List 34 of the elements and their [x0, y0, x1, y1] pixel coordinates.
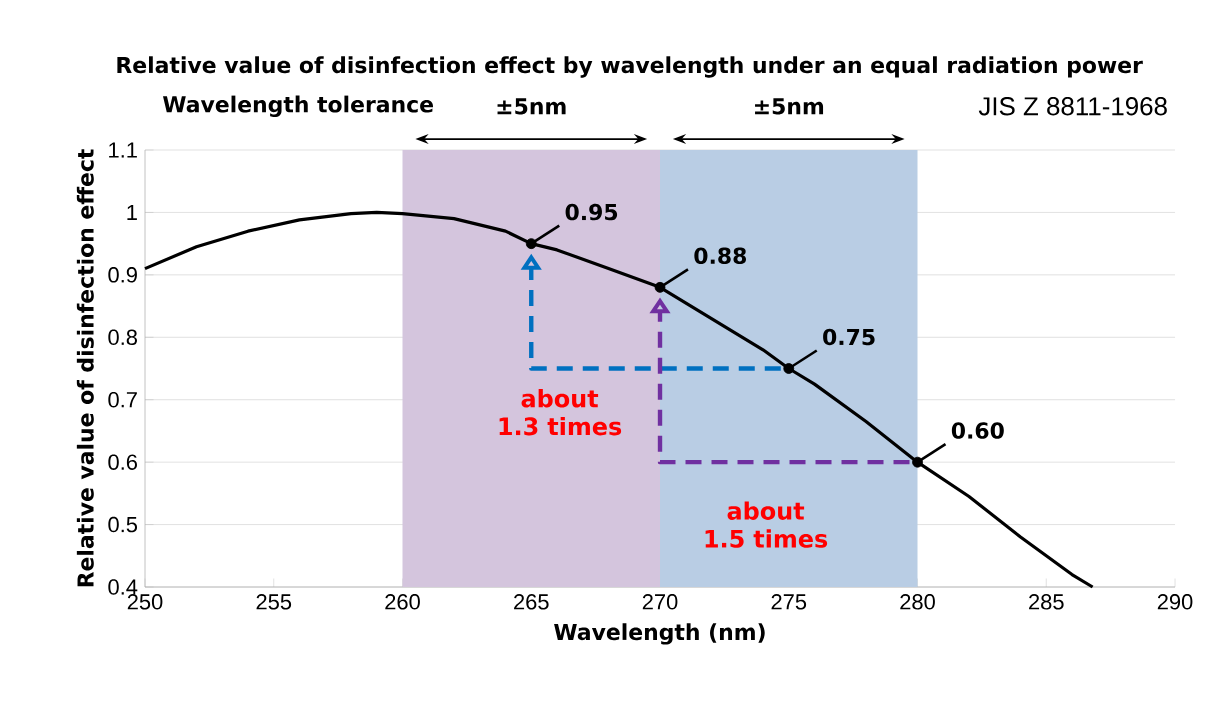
x-tick-label: 250: [127, 594, 163, 610]
point: [525, 238, 537, 250]
x-tick-label: 285: [1029, 594, 1064, 610]
annotation: about 1.3 times: [499, 389, 622, 436]
y-tick-label: 0.5: [108, 516, 138, 533]
y-tick-label: 0.7: [108, 391, 137, 408]
text: JIS Z 8811-1968: [978, 97, 1167, 116]
annotation: about 1.5 times: [705, 501, 828, 548]
point: [783, 363, 795, 374]
band-label: ±5nm: [755, 98, 824, 115]
y-tick-label: 0.9: [108, 267, 137, 283]
x-tick-label: 275: [771, 594, 807, 610]
x-tick-label: 280: [900, 594, 935, 610]
data-label: 0.75: [823, 328, 875, 346]
text: Wavelength tolerance: [163, 95, 433, 117]
point: [654, 281, 666, 293]
y-tick-label: 0.6: [108, 454, 137, 470]
y-tick-label: 0.4: [108, 579, 138, 595]
y-tick-label: 1: [127, 204, 137, 220]
x-tick-label: 260: [385, 594, 420, 610]
data-label: 0.88: [694, 247, 746, 265]
x-axis-title: Wavelength (nm): [554, 623, 765, 645]
y-tick-label: 1.1: [109, 142, 137, 158]
y-tick-label: 0.8: [108, 329, 137, 346]
x-tick-label: 255: [256, 594, 292, 610]
x-tick-label: 290: [1157, 594, 1193, 610]
data-label: 0.95: [565, 203, 618, 221]
x-tick-label: 270: [642, 594, 678, 610]
point: [912, 456, 923, 468]
y-axis-title: Relative value of disinfection effect: [76, 149, 94, 587]
band-label: ±5nm: [497, 98, 566, 115]
x-tick-label: 265: [514, 594, 549, 610]
data-label: 0.60: [951, 422, 1004, 439]
chart-title: Relative value of disinfection effect by wavelength under an equal radiation power: [117, 56, 1143, 78]
